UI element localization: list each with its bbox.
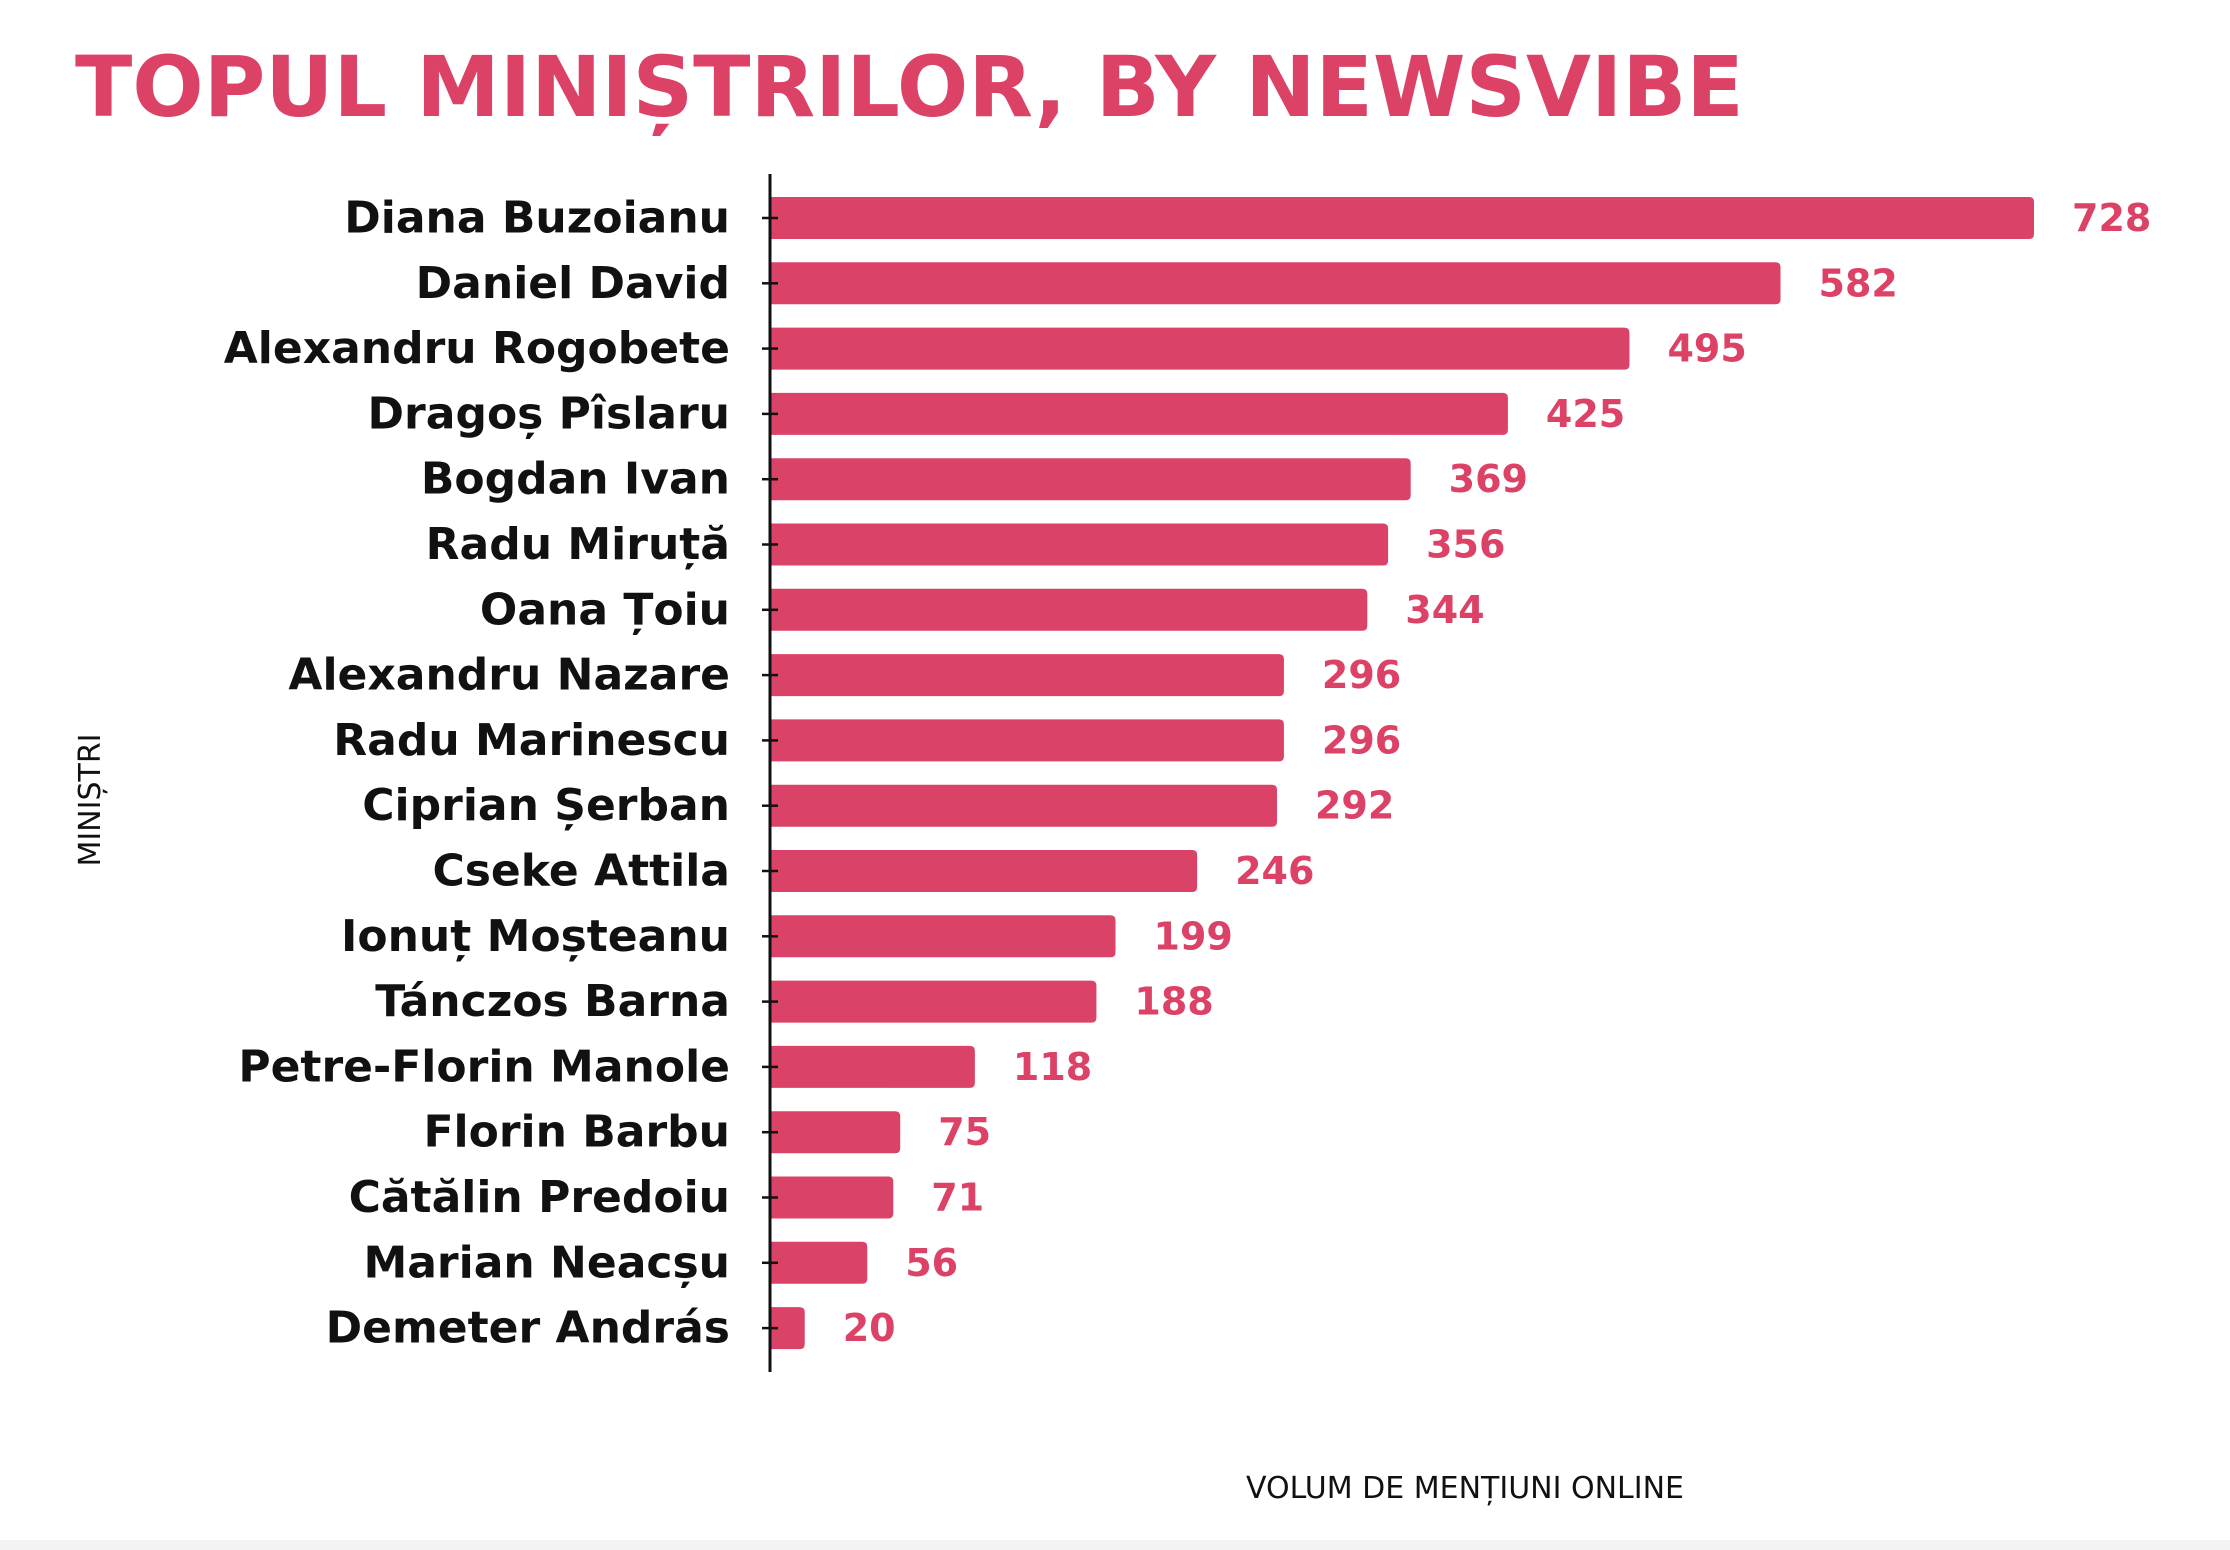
category-label: Florin Barbu xyxy=(423,1107,730,1158)
bar xyxy=(770,850,1198,892)
bar xyxy=(770,392,1508,435)
value-label: 199 xyxy=(1154,914,1233,958)
bar xyxy=(770,784,1277,827)
value-label: 56 xyxy=(905,1241,958,1285)
bar xyxy=(770,915,1116,958)
category-label: Radu Marinescu xyxy=(333,715,730,766)
category-label: Alexandru Nazare xyxy=(288,650,730,701)
category-label: Marian Neacșu xyxy=(363,1237,730,1288)
bar xyxy=(770,327,1630,370)
value-label: 582 xyxy=(1819,261,1898,305)
bar xyxy=(770,197,2034,239)
value-label: 20 xyxy=(843,1306,896,1350)
x-axis-title: VOLUM DE MENȚIUNI ONLINE xyxy=(1246,1471,1684,1506)
category-label: Daniel David xyxy=(416,258,730,309)
bar xyxy=(770,588,1368,631)
category-label: Dragoș Pîslaru xyxy=(368,388,730,439)
value-label: 425 xyxy=(1546,392,1625,436)
category-label: Tánczos Barna xyxy=(375,976,730,1027)
bar xyxy=(770,458,1411,501)
category-label: Ionuț Moșteanu xyxy=(341,911,730,962)
value-label: 292 xyxy=(1315,784,1394,828)
category-label: Demeter András xyxy=(326,1303,730,1354)
value-label: 296 xyxy=(1322,718,1401,762)
category-label: Diana Buzoianu xyxy=(344,193,730,244)
category-label: Cătălin Predoiu xyxy=(349,1172,730,1223)
value-label: 188 xyxy=(1134,980,1213,1024)
bar xyxy=(770,1307,805,1350)
category-label: Ciprian Șerban xyxy=(362,780,730,831)
bar xyxy=(770,1111,901,1154)
bars-layer xyxy=(770,197,2034,1350)
value-label: 369 xyxy=(1449,457,1528,501)
bar xyxy=(770,523,1389,566)
value-labels: 7285824954253693563442962962922461991881… xyxy=(843,196,2152,1350)
bottom-divider xyxy=(0,1540,2230,1550)
category-label: Cseke Attila xyxy=(432,846,730,897)
category-labels: Diana Buzoianu Daniel David Alexandru Rogo… xyxy=(224,193,730,1354)
value-label: 344 xyxy=(1405,588,1484,632)
category-label: Radu Miruță xyxy=(426,519,730,570)
value-label: 728 xyxy=(2072,196,2151,240)
bar xyxy=(770,1176,894,1219)
bar xyxy=(770,719,1284,762)
category-label: Petre-Florin Manole xyxy=(238,1041,730,1092)
chart-title: TOPUL MINIȘTRILOR, BY NEWSVIBE xyxy=(75,38,1744,136)
value-label: 296 xyxy=(1322,653,1401,697)
bar xyxy=(770,1241,868,1284)
y-axis-title: MINIȘTRI xyxy=(73,733,108,866)
category-label: Alexandru Rogobete xyxy=(224,323,730,374)
value-label: 246 xyxy=(1235,849,1314,893)
value-label: 75 xyxy=(938,1110,991,1154)
value-label: 356 xyxy=(1426,523,1505,567)
value-label: 495 xyxy=(1667,327,1746,371)
value-label: 71 xyxy=(931,1176,984,1220)
category-label: Bogdan Ivan xyxy=(421,454,730,505)
bar xyxy=(770,1045,975,1088)
value-label: 118 xyxy=(1013,1045,1092,1089)
bar xyxy=(770,654,1284,697)
bar xyxy=(770,980,1097,1023)
bar xyxy=(770,262,1781,305)
category-label: Oana Țoiu xyxy=(480,584,730,635)
